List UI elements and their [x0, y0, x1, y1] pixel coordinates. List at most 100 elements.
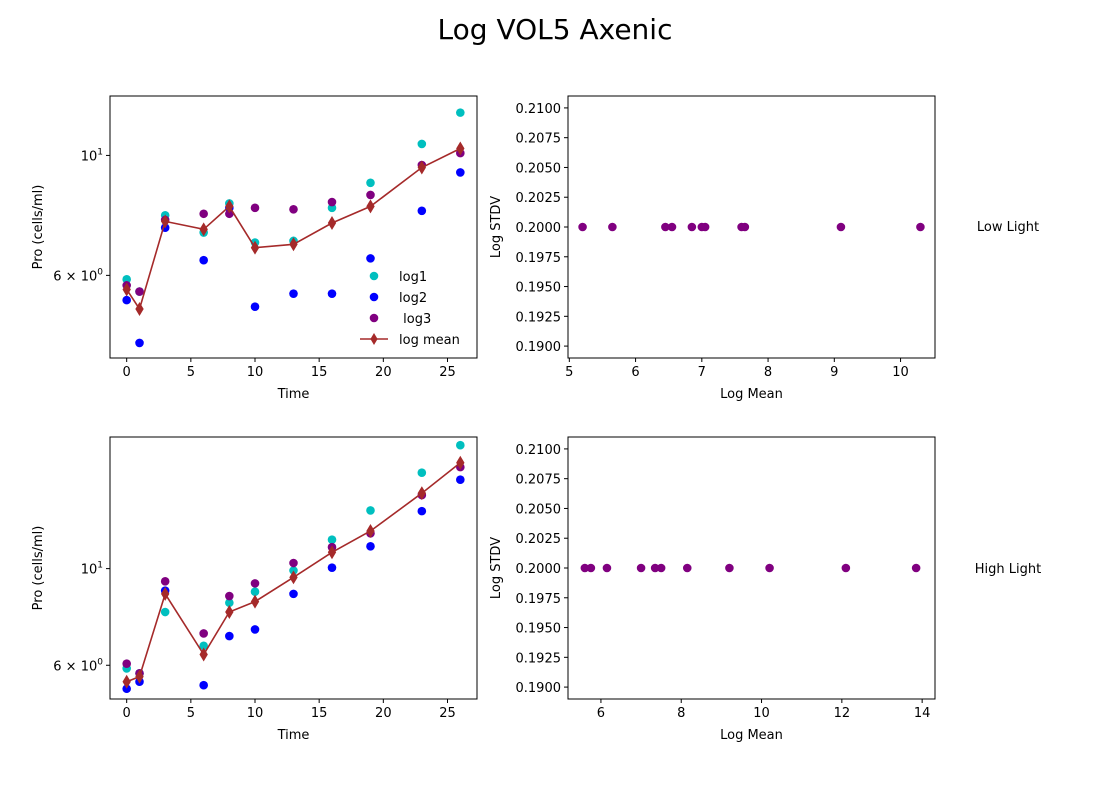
point-log-stdv [667, 222, 677, 232]
point-log-mean [199, 647, 208, 662]
point-log1 [225, 598, 234, 608]
point-log-mean [122, 674, 131, 689]
x-axis-label: Time [277, 728, 310, 743]
point-log1 [327, 535, 337, 545]
point-log1 [160, 607, 170, 617]
point-log-stdv [740, 222, 750, 232]
point-log-mean [456, 455, 465, 470]
x-tick-label: 10 [247, 706, 264, 721]
point-log1 [366, 178, 375, 188]
legend-entry-label: log2 [399, 291, 427, 306]
y-tick-label: 0.1925 [516, 310, 562, 325]
point-log-mean [366, 524, 375, 538]
y-tick-label: 0.1975 [516, 251, 562, 266]
x-tick-label: 9 [830, 365, 838, 380]
legend-entry-label: log1 [399, 270, 427, 285]
legend-circle-marker [369, 271, 379, 281]
x-tick-label: 15 [311, 706, 328, 721]
point-log-stdv [602, 563, 612, 573]
point-log-mean [135, 669, 144, 684]
point-log-mean [327, 545, 337, 560]
point-log-mean [199, 222, 208, 237]
x-axis-label: Log Mean [720, 728, 783, 743]
axes-frame [109, 436, 478, 700]
x-tick-label: 5 [565, 365, 573, 380]
point-log3 [122, 659, 131, 668]
x-tick-label: 20 [375, 706, 392, 721]
point-log3 [250, 203, 260, 213]
point-log3 [327, 197, 337, 207]
point-log-stdv [725, 563, 734, 573]
point-log2 [199, 680, 208, 690]
point-log-stdv [836, 222, 846, 232]
x-tick-label: 15 [311, 365, 328, 380]
axes-frame [567, 436, 936, 700]
point-log-mean [250, 240, 260, 255]
point-log-stdv [578, 222, 587, 232]
subplot-4: 6 8 10 12 14 0.1900 0.1925 0.1950 0.1975 0.2000 0.… [489, 436, 1041, 743]
point-log3 [199, 209, 208, 219]
legend-circle-marker [369, 313, 379, 323]
legend-entry-label: log mean [399, 333, 460, 348]
x-tick-label: 25 [439, 365, 456, 380]
y-tick-label: 6 × 100 [53, 267, 103, 284]
row-label: Low Light [977, 220, 1039, 235]
legend: log1 log2 log3 log mean [360, 270, 460, 348]
x-tick-label: 12 [834, 706, 851, 721]
legend-diamond-marker [370, 333, 378, 345]
point-log1 [417, 139, 427, 149]
x-tick-label: 10 [753, 706, 770, 721]
point-log-mean [160, 586, 170, 601]
point-log-stdv [916, 222, 925, 232]
point-log-stdv [580, 563, 590, 573]
y-tick-label: 0.1925 [516, 651, 562, 666]
point-log-stdv [700, 222, 710, 232]
point-log3 [225, 591, 234, 601]
y-tick-label: 0.2075 [516, 132, 562, 147]
point-log2 [225, 631, 234, 641]
y-tick-label: 0.1975 [516, 592, 562, 607]
point-log-mean [456, 141, 465, 156]
x-tick-label: 8 [764, 365, 772, 380]
point-log2 [456, 168, 465, 177]
y-tick-label: 0.2000 [516, 221, 562, 236]
point-log-mean [225, 605, 234, 619]
y-tick-label: 0.2000 [516, 562, 562, 577]
subplot-1: 0 5 10 15 20 25 6 × 100 101 Time Pro (cells/ml) lo… [31, 95, 478, 402]
point-log1 [456, 108, 465, 117]
point-log-mean [225, 199, 234, 214]
y-tick-label: 0.2025 [516, 532, 562, 547]
point-log-stdv [682, 563, 692, 573]
x-tick-label: 0 [123, 706, 131, 721]
point-log1 [250, 587, 260, 597]
point-log2 [250, 625, 260, 634]
y-tick-label: 0.2025 [516, 191, 562, 206]
x-tick-label: 20 [375, 365, 392, 380]
point-log3 [289, 204, 298, 214]
point-log2 [366, 254, 375, 263]
point-log3 [135, 287, 144, 296]
point-log-stdv [911, 563, 921, 573]
y-tick-label: 0.1950 [516, 281, 562, 296]
x-tick-label: 5 [187, 365, 195, 380]
point-log3 [289, 558, 298, 568]
point-log2 [289, 589, 298, 599]
point-log-mean [160, 214, 170, 229]
point-log2 [417, 206, 427, 216]
x-tick-label: 25 [439, 706, 456, 721]
point-log2 [289, 289, 298, 298]
point-log3 [366, 190, 375, 200]
point-log-mean [417, 160, 427, 175]
x-axis-label: Time [277, 387, 310, 402]
point-log-mean [250, 594, 260, 609]
y-tick-label: 0.2050 [516, 502, 562, 517]
point-log3 [160, 577, 170, 586]
point-log2 [417, 506, 427, 516]
point-log1 [417, 468, 427, 478]
y-axis-label: Log STDV [489, 537, 504, 599]
point-log-stdv [687, 222, 697, 232]
x-tick-label: 8 [677, 706, 685, 721]
point-log-stdv [636, 563, 646, 573]
x-tick-label: 7 [698, 365, 706, 380]
point-log1 [199, 641, 208, 651]
